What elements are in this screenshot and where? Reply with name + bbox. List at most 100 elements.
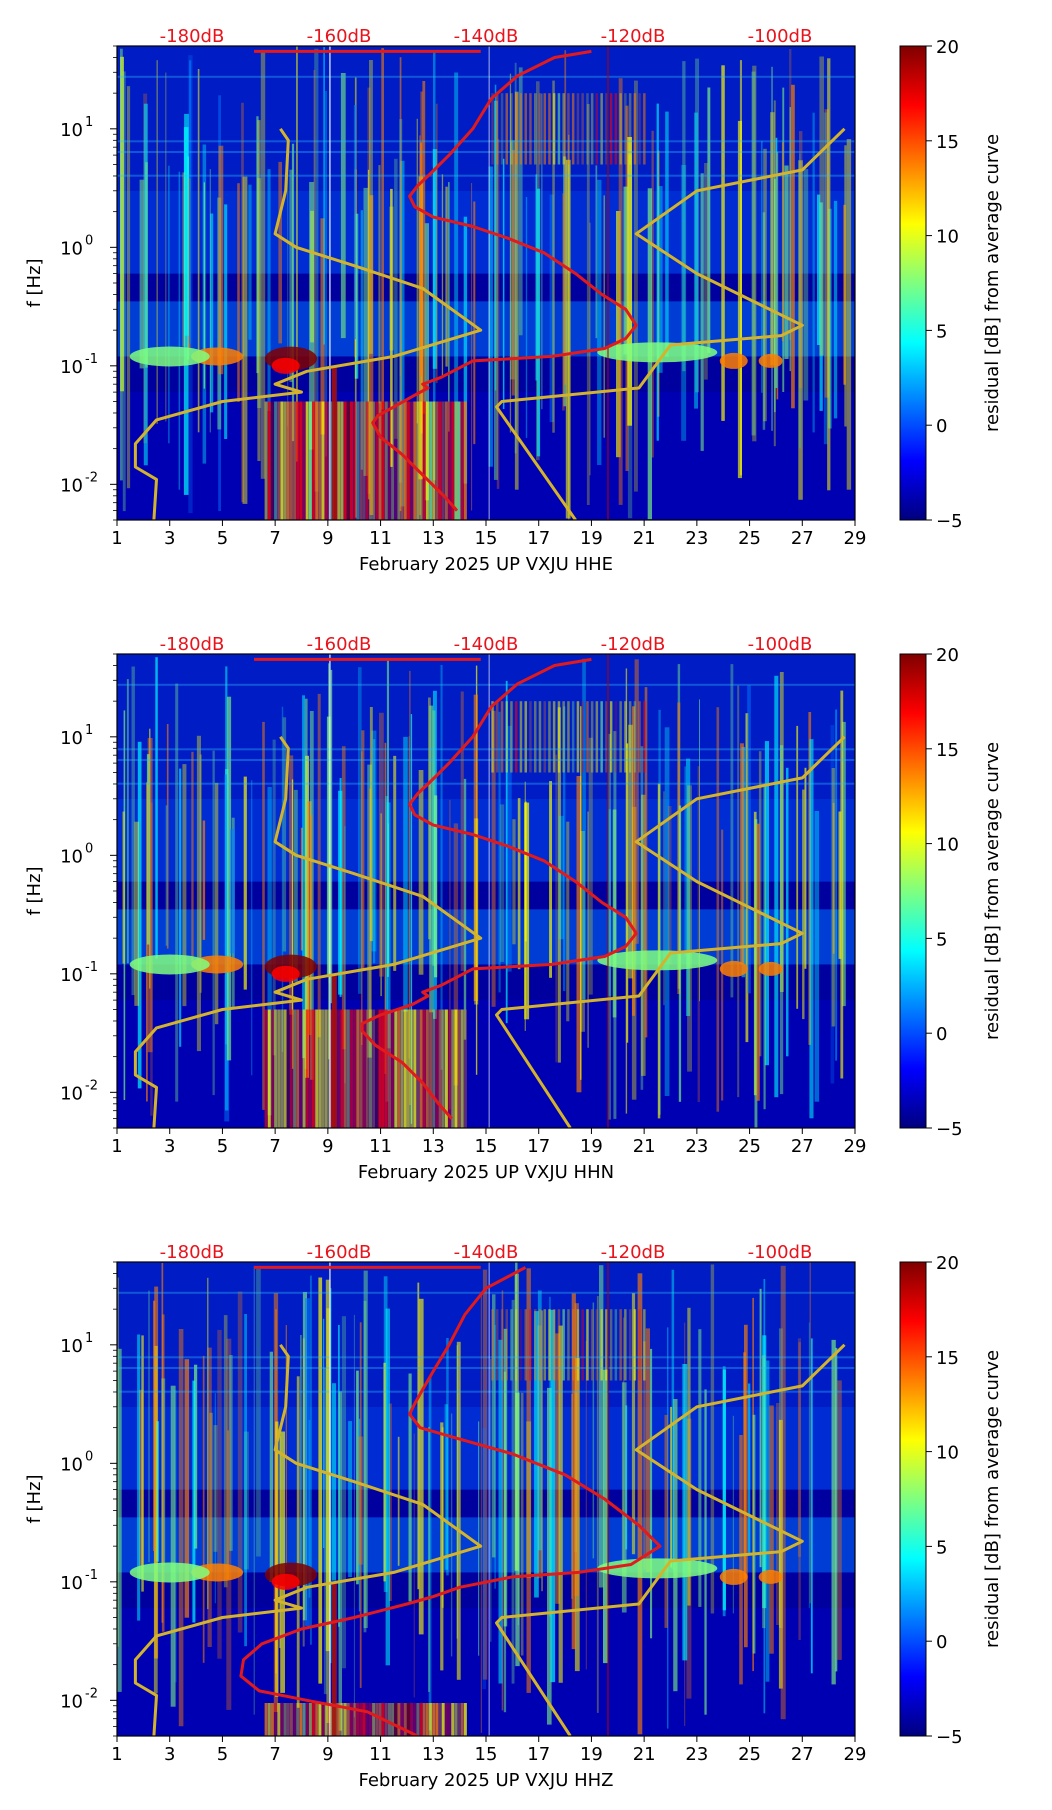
db-scale-label: -100dB <box>748 26 813 47</box>
y-tick-label: 10 <box>60 1573 83 1594</box>
x-tick-label: 19 <box>580 1744 603 1765</box>
y-tick-label: 10 <box>60 475 83 496</box>
db-scale-label: -180dB <box>160 634 225 655</box>
x-tick-label: 7 <box>269 1744 280 1765</box>
colorbar-gradient <box>899 1261 927 1737</box>
db-scale-label: -100dB <box>748 1242 813 1263</box>
colorbar-tick-label: 5 <box>936 321 947 342</box>
db-scale-label: -180dB <box>160 26 225 47</box>
colorbar-tick-label: 15 <box>936 740 959 761</box>
noise-model-low-curve <box>133 127 483 520</box>
x-tick-label: 7 <box>269 1136 280 1157</box>
y-tick-exponent: 1 <box>85 115 93 130</box>
x-tick-label: 29 <box>844 1744 867 1765</box>
db-scale-label: -160dB <box>307 26 372 47</box>
x-tick-label: 13 <box>422 1744 445 1765</box>
y-tick-label: 10 <box>60 357 83 378</box>
db-scale-label: -180dB <box>160 1242 225 1263</box>
y-tick-label: 10 <box>60 1083 83 1104</box>
x-tick-label: 5 <box>217 1136 228 1157</box>
colorbar-gradient <box>899 653 927 1129</box>
db-scale-label: -140dB <box>454 634 519 655</box>
y-axis-label: f [Hz] <box>24 1474 45 1523</box>
y-tick-exponent: -1 <box>85 1568 98 1583</box>
y-tick-exponent: 0 <box>85 841 93 856</box>
y-tick-exponent: -1 <box>85 352 98 367</box>
db-scale-label: -100dB <box>748 634 813 655</box>
x-tick-label: 27 <box>791 1136 814 1157</box>
y-tick-exponent: 0 <box>85 1449 93 1464</box>
x-tick-label: 11 <box>369 528 392 549</box>
x-tick-label: 27 <box>791 528 814 549</box>
noise-model-low-curve <box>133 1343 483 1736</box>
colorbar-tick-label: 10 <box>936 835 959 856</box>
colorbar-tick-label: 10 <box>936 1443 959 1464</box>
noise-model-high-curve <box>495 1343 846 1736</box>
x-tick-label: 19 <box>580 528 603 549</box>
x-tick-label: 23 <box>685 1136 708 1157</box>
noise-model-low-curve <box>133 735 483 1128</box>
x-tick-label: 15 <box>475 528 498 549</box>
colorbar-tick-label: 15 <box>936 132 959 153</box>
x-tick-label: 17 <box>527 528 550 549</box>
colorbar-label: residual [dB] from average curve <box>982 134 1003 432</box>
y-tick-label: 10 <box>60 1336 83 1357</box>
y-axis-label: f [Hz] <box>24 258 45 307</box>
x-tick-label: 15 <box>475 1136 498 1157</box>
colorbar-tick-label: 20 <box>936 645 959 666</box>
x-tick-label: 11 <box>369 1136 392 1157</box>
colorbar-gradient <box>899 45 927 521</box>
x-tick-label: 17 <box>527 1744 550 1765</box>
x-tick-label: 15 <box>475 1744 498 1765</box>
x-tick-label: 27 <box>791 1744 814 1765</box>
y-tick-label: 10 <box>60 728 83 749</box>
db-scale-labels: -180dB -160dB -140dB -120dB -100dB <box>160 634 813 655</box>
db-scale-labels: -180dB -160dB -140dB -120dB -100dB <box>160 1242 813 1263</box>
y-tick-exponent: 1 <box>85 723 93 738</box>
x-tick-label: 3 <box>164 528 175 549</box>
db-scale-labels: -180dB -160dB -140dB -120dB -100dB <box>160 26 813 47</box>
db-scale-label: -140dB <box>454 1242 519 1263</box>
average-psd-curve <box>239 1266 662 1736</box>
colorbar-tick-label: 20 <box>936 1253 959 1274</box>
colorbar: 20 15 10 5 0 −5 residual [dB] from average cur… <box>899 645 1003 1140</box>
colorbar-tick-label: 5 <box>936 929 947 950</box>
x-tick-label: 25 <box>738 528 761 549</box>
x-axis-label: February 2025 UP VXJU HHZ <box>358 1770 613 1791</box>
x-tick-label: 25 <box>738 1136 761 1157</box>
x-tick-label: 25 <box>738 1744 761 1765</box>
x-tick-label: 1 <box>111 1744 122 1765</box>
x-tick-label: 29 <box>844 1136 867 1157</box>
x-tick-label: 19 <box>580 1136 603 1157</box>
y-tick-exponent: -2 <box>85 1686 98 1701</box>
colorbar-label: residual [dB] from average curve <box>982 1350 1003 1648</box>
colorbar-tick-label: −5 <box>936 1119 963 1140</box>
colorbar-label: residual [dB] from average curve <box>982 742 1003 1040</box>
colorbar-tick-label: 0 <box>936 1024 947 1045</box>
noise-model-high-curve <box>495 127 846 520</box>
y-tick-exponent: 1 <box>85 1331 93 1346</box>
x-tick-label: 21 <box>633 1136 656 1157</box>
x-tick-label: 13 <box>422 1136 445 1157</box>
noise-model-high-curve <box>495 735 846 1128</box>
x-tick-label: 11 <box>369 1744 392 1765</box>
x-tick-label: 23 <box>685 1744 708 1765</box>
x-axis-label: February 2025 UP VXJU HHE <box>359 554 613 575</box>
db-scale-label: -160dB <box>307 1242 372 1263</box>
x-tick-label: 1 <box>111 528 122 549</box>
x-tick-label: 29 <box>844 528 867 549</box>
heatmap-image <box>117 654 855 1128</box>
db-scale-label: -120dB <box>601 634 666 655</box>
average-psd-curve <box>371 49 638 512</box>
y-tick-label: 10 <box>60 120 83 141</box>
y-tick-exponent: -1 <box>85 960 98 975</box>
